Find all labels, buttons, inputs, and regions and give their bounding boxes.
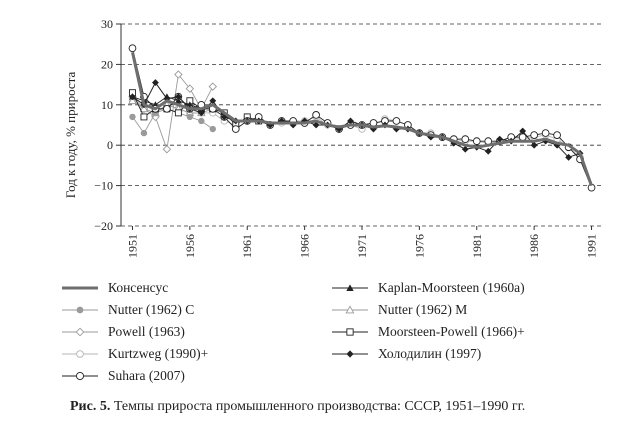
data-point (565, 153, 572, 161)
data-point (139, 104, 149, 113)
legend-label: Консенсус (108, 280, 169, 295)
data-point (553, 131, 561, 139)
chart-legend: Консенсус Kaplan-Moorsteen (1960a) Nutter … (0, 272, 640, 392)
series-consensus (131, 51, 593, 187)
data-point (461, 145, 469, 153)
legend-label: Powell (1963) (108, 324, 185, 339)
x-tick-label: 1991 (585, 234, 599, 258)
x-tick-label: 1981 (470, 234, 484, 258)
data-point (484, 147, 492, 155)
y-tick-label: −20 (94, 219, 113, 233)
data-point (174, 109, 182, 117)
data-point (174, 93, 182, 101)
data-point (76, 306, 84, 314)
data-point (209, 97, 217, 105)
data-point (346, 328, 354, 336)
data-point (75, 327, 85, 337)
series-suhara (128, 44, 596, 192)
legend-swatch (62, 306, 98, 314)
legend-label: Nutter (1962) M (378, 302, 468, 317)
data-point (140, 113, 148, 121)
data-point (209, 125, 217, 133)
legend-swatch (62, 371, 98, 381)
y-tick-label: 20 (101, 57, 113, 71)
data-point (75, 371, 85, 381)
legend-swatch (332, 284, 368, 291)
legend-label: Kaplan-Moorsteen (1960a) (378, 280, 525, 295)
data-point (312, 121, 320, 129)
chart-series (128, 44, 596, 192)
legend-label: Moorsteen-Powell (1966)+ (378, 324, 525, 339)
data-point (530, 141, 538, 149)
legend-label: Nutter (1962) C (108, 302, 195, 317)
data-point (163, 95, 171, 103)
data-point (140, 129, 148, 137)
figure-caption: Рис. 5. Темпы прироста промышленного про… (70, 399, 525, 415)
x-tick-label: 1961 (240, 234, 254, 258)
caption-text: Темпы прироста промышленного производств… (110, 399, 526, 414)
legend-swatch (332, 350, 368, 358)
data-point (208, 82, 218, 91)
data-point (530, 131, 538, 139)
data-point (198, 117, 205, 125)
data-point (346, 350, 354, 358)
data-point (461, 135, 470, 143)
y-tick-label: −10 (94, 179, 113, 193)
legend-swatch (62, 327, 98, 337)
data-point (392, 117, 401, 125)
data-point (370, 125, 377, 133)
data-point (197, 109, 205, 117)
data-point (128, 44, 137, 53)
data-point (186, 113, 194, 121)
y-tick-label: 30 (101, 17, 113, 31)
line-chart: 30 20 10 0 −10 −20 1951 1956 1961 1966 1971 1976 198… (63, 17, 603, 258)
data-point (129, 93, 136, 101)
data-point (129, 113, 136, 121)
chart-axes: 30 20 10 0 −10 −20 1951 1956 1961 1966 1971 1976 198… (94, 17, 598, 258)
data-point (163, 104, 171, 113)
legend-swatch (332, 328, 368, 336)
legend-swatch (332, 305, 368, 314)
data-point (185, 84, 195, 93)
legend-label: Suhara (2007) (108, 368, 185, 383)
data-point (152, 79, 159, 86)
caption-label: Рис. 5. (70, 399, 111, 414)
data-point (312, 111, 320, 119)
y-axis-label: Год к году, % прироста (63, 71, 78, 198)
x-tick-label: 1966 (298, 234, 312, 258)
data-point (345, 305, 355, 314)
data-point (519, 127, 527, 135)
data-point (472, 137, 481, 146)
x-tick-label: 1986 (527, 234, 541, 258)
data-point (128, 96, 137, 105)
data-point (347, 117, 354, 125)
data-point (76, 350, 84, 358)
y-tick-label: 10 (101, 98, 113, 112)
data-point (231, 125, 240, 133)
x-tick-label: 1956 (183, 234, 197, 258)
y-tick-label: 0 (107, 138, 113, 152)
legend-label: Холодилин (1997) (378, 346, 482, 361)
data-point (162, 145, 172, 154)
series-line (131, 51, 593, 187)
legend-swatch (62, 350, 98, 358)
x-tick-label: 1971 (355, 234, 369, 258)
x-tick-label: 1951 (125, 234, 139, 258)
legend-label: Kurtzweg (1990)+ (108, 346, 209, 361)
data-point (346, 284, 354, 291)
x-tick-label: 1976 (412, 234, 426, 258)
data-point (174, 70, 183, 79)
data-point (496, 135, 504, 143)
legend-swatch (62, 286, 98, 290)
data-point (541, 129, 550, 137)
